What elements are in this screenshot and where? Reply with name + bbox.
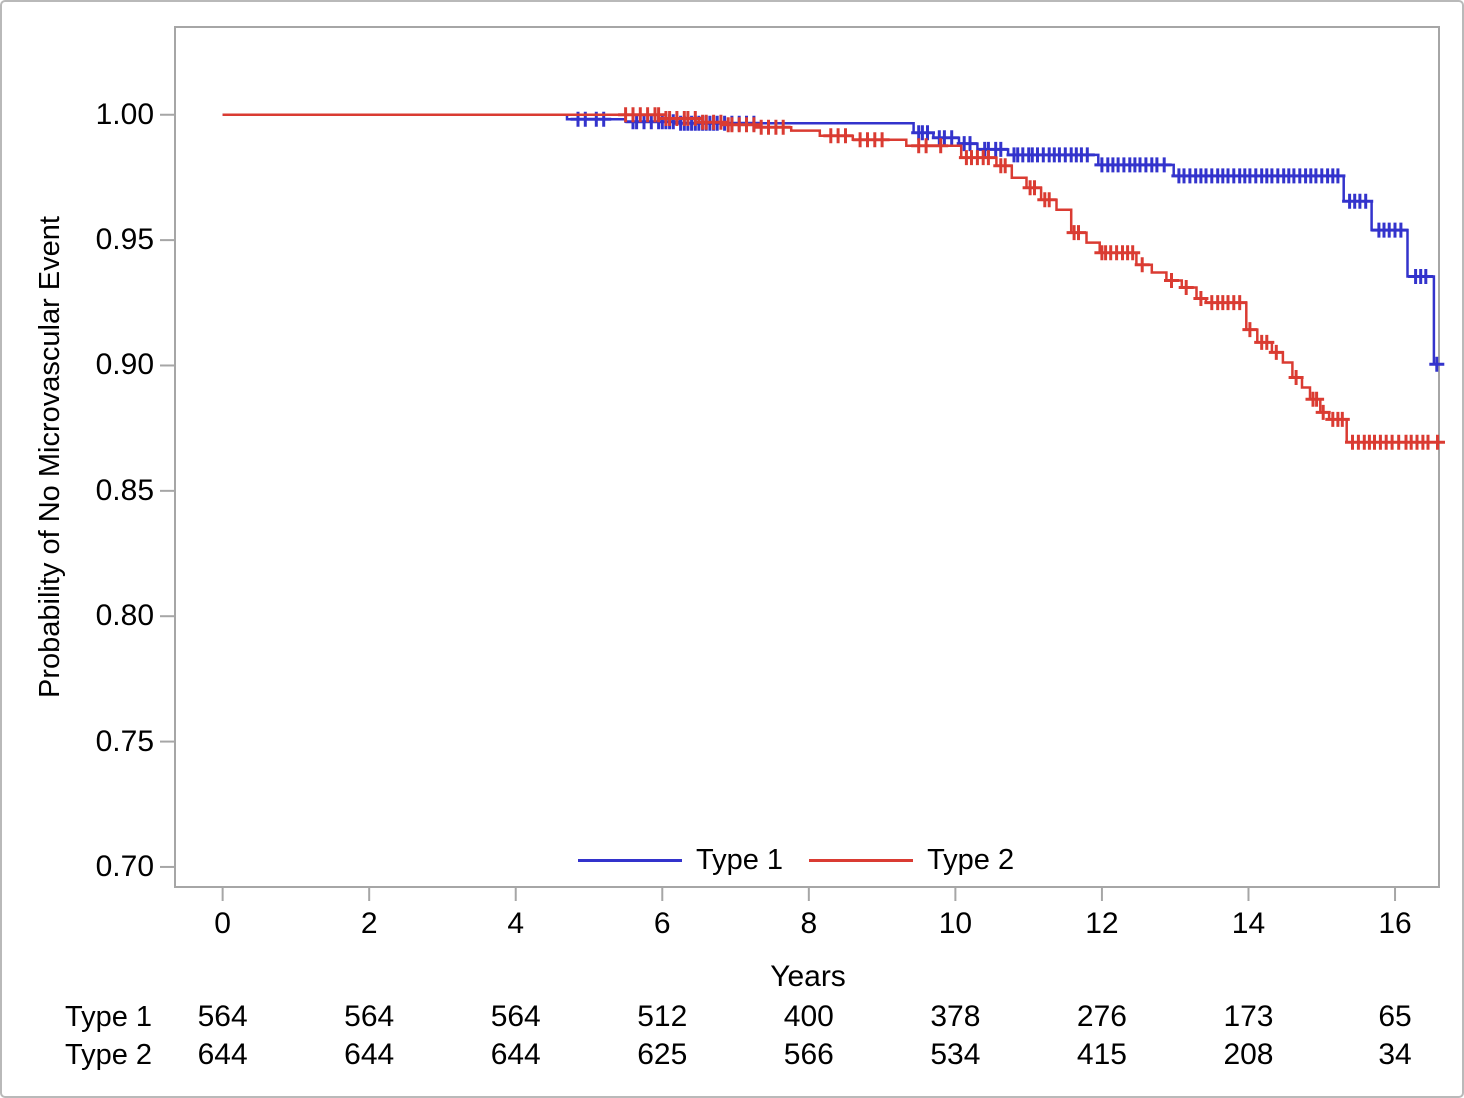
risk-count: 276 bbox=[1076, 1000, 1127, 1033]
x-tick-label: 6 bbox=[653, 907, 671, 940]
risk-count: 378 bbox=[930, 1000, 981, 1033]
risk-count: 534 bbox=[930, 1038, 981, 1071]
y-tick-label: 0.80 bbox=[95, 599, 154, 633]
risk-count: 65 bbox=[1378, 1000, 1412, 1033]
risk-count: 566 bbox=[783, 1038, 834, 1071]
y-axis-title: Probability of No Microvascular Event bbox=[34, 216, 66, 698]
x-axis-title: Years bbox=[770, 960, 846, 993]
risk-row-label-type1: Type 1 bbox=[65, 1001, 153, 1033]
y-tick-label: 1.00 bbox=[95, 97, 154, 131]
x-tick-label: 8 bbox=[800, 907, 818, 940]
risk-count: 564 bbox=[344, 1000, 395, 1033]
legend-label-type2: Type 2 bbox=[927, 843, 1015, 876]
legend-line-type2 bbox=[809, 858, 914, 862]
risk-count: 512 bbox=[637, 1000, 688, 1033]
risk-count: 415 bbox=[1076, 1038, 1127, 1071]
legend-line-type1 bbox=[578, 858, 682, 862]
x-tick-label: 14 bbox=[1231, 907, 1266, 940]
risk-row-label-type2: Type 2 bbox=[65, 1039, 153, 1071]
y-tick-label: 0.95 bbox=[95, 223, 154, 257]
y-tick-label: 0.75 bbox=[95, 724, 154, 758]
y-tick-label: 0.90 bbox=[95, 348, 154, 382]
x-tick-label: 2 bbox=[360, 907, 378, 940]
legend: Type 1 Type 2 bbox=[578, 844, 1014, 876]
risk-count: 34 bbox=[1378, 1038, 1412, 1071]
km-curve-type-1 bbox=[222, 113, 1439, 366]
x-tick-label: 12 bbox=[1085, 907, 1119, 940]
plot-frame bbox=[174, 26, 1440, 888]
risk-count: 644 bbox=[197, 1038, 248, 1071]
x-tick-label: 0 bbox=[214, 907, 231, 940]
censor-marks-type-2 bbox=[618, 107, 1445, 450]
y-tick-label: 0.85 bbox=[95, 473, 154, 507]
risk-count: 644 bbox=[490, 1038, 541, 1071]
risk-count: 173 bbox=[1223, 1000, 1274, 1033]
risk-count: 564 bbox=[197, 1000, 248, 1033]
risk-count: 564 bbox=[490, 1000, 541, 1033]
censor-marks-type-1 bbox=[570, 111, 1445, 372]
x-tick-label: 10 bbox=[938, 907, 973, 940]
km-curve-type-2 bbox=[222, 113, 1439, 444]
risk-count: 208 bbox=[1223, 1038, 1274, 1071]
x-tick-label: 16 bbox=[1378, 907, 1412, 940]
y-tick-label: 0.70 bbox=[95, 849, 154, 883]
risk-count: 625 bbox=[637, 1038, 688, 1071]
x-tick-label: 4 bbox=[507, 907, 525, 940]
risk-count: 400 bbox=[783, 1000, 834, 1033]
risk-count: 644 bbox=[344, 1038, 395, 1071]
legend-label-type1: Type 1 bbox=[696, 843, 784, 876]
